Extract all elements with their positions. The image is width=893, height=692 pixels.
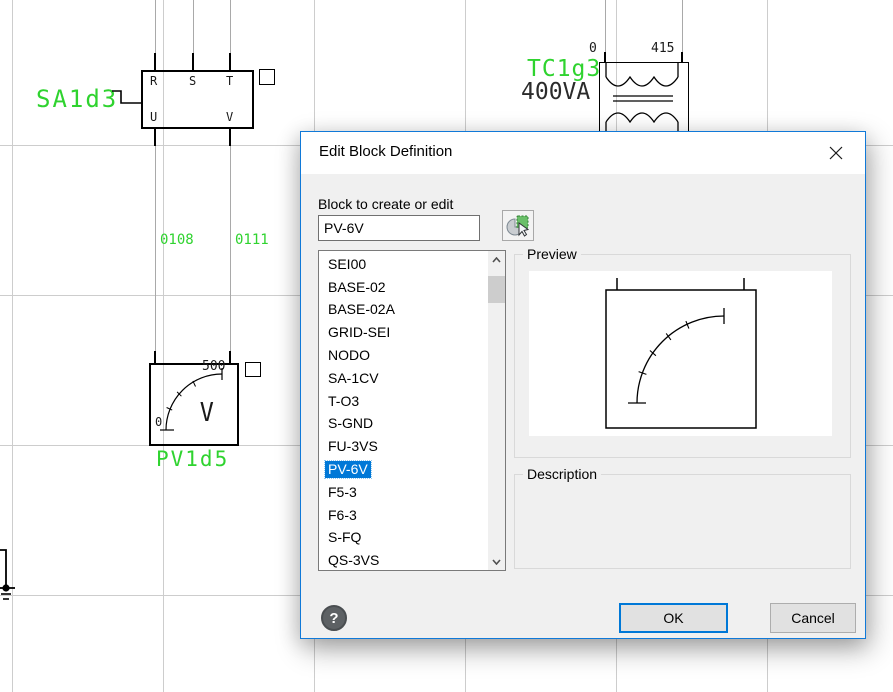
switch-terminal-r: R: [150, 74, 158, 88]
help-button[interactable]: ?: [321, 605, 347, 631]
voltmeter-tag-label[interactable]: PV1d5: [156, 447, 230, 471]
transformer-rating-label: 400VA: [521, 79, 591, 105]
transformer-tap-min: 0: [589, 41, 597, 56]
wire-0111[interactable]: [230, 0, 231, 55]
select-block-icon: [506, 215, 530, 237]
list-item[interactable]: F6-3: [328, 506, 357, 523]
dialog-title: Edit Block Definition: [319, 143, 453, 160]
block-list-items: SEI00 BASE-02 BASE-02A GRID-SEI NODO SA-1CV T-…: [319, 253, 488, 570]
list-item[interactable]: S-FQ: [328, 529, 362, 546]
voltmeter-unit: V: [199, 398, 214, 428]
list-item[interactable]: F5-3: [328, 483, 357, 500]
preview-group-label: Preview: [523, 246, 581, 262]
tag-leader-line: [112, 90, 141, 104]
question-mark-icon: ?: [329, 609, 339, 627]
grid-line: [12, 0, 13, 692]
grid-line: [163, 0, 164, 692]
scrollbar-thumb[interactable]: [488, 276, 505, 303]
voltmeter-symbol[interactable]: [149, 363, 239, 446]
terminal-pin: [681, 52, 683, 62]
switch-terminal-u: U: [150, 110, 158, 124]
switch-terminal-v: V: [226, 110, 234, 124]
wire-transformer-left[interactable]: [605, 0, 606, 54]
wire-transformer-right[interactable]: [682, 0, 683, 54]
scroll-up-button[interactable]: [488, 251, 505, 268]
switch-tag-label[interactable]: SA1d3: [36, 85, 119, 113]
description-group-label: Description: [523, 466, 602, 482]
block-name-input[interactable]: [318, 215, 480, 241]
switch-terminal-s: S: [189, 74, 197, 88]
attribute-marker-square[interactable]: [245, 362, 261, 377]
terminal-pin: [154, 53, 156, 70]
terminal-pin: [229, 53, 231, 70]
ground-symbol: [0, 549, 15, 600]
voltmeter-scale-max: 500: [202, 359, 226, 374]
ok-button[interactable]: OK: [619, 603, 728, 633]
terminal-pin: [229, 129, 231, 146]
list-item[interactable]: S-GND: [328, 415, 374, 432]
list-item[interactable]: BASE-02A: [328, 301, 395, 318]
terminal-pin: [154, 129, 156, 146]
scroll-down-button[interactable]: [488, 553, 505, 570]
list-item[interactable]: GRID-SEI: [328, 324, 391, 341]
terminal-pin: [604, 52, 606, 62]
cancel-button[interactable]: Cancel: [770, 603, 856, 633]
preview-block-drawing: [605, 278, 757, 429]
list-item[interactable]: T-O3: [328, 392, 360, 409]
description-group: Description: [514, 466, 851, 569]
terminal-pin: [229, 351, 231, 364]
wire-0108[interactable]: [155, 145, 156, 352]
switch-symbol[interactable]: [141, 70, 254, 129]
chevron-up-icon: [492, 256, 501, 263]
voltmeter-scale-arc: [160, 368, 223, 431]
switch-terminal-t: T: [226, 74, 234, 88]
terminal-pin: [154, 351, 156, 364]
list-item[interactable]: SEI00: [328, 255, 367, 272]
transformer-tag-label[interactable]: TC1g3: [527, 56, 602, 82]
list-item[interactable]: BASE-02: [328, 278, 386, 295]
list-item[interactable]: QS-3VS: [328, 552, 380, 569]
transformer-windings: [605, 62, 679, 135]
block-preview-image: [529, 271, 832, 436]
wire-number-right[interactable]: 0111: [235, 232, 269, 248]
block-name-label: Block to create or edit: [318, 196, 454, 212]
wire-s[interactable]: [193, 0, 194, 55]
list-item[interactable]: PV-6V: [319, 458, 488, 481]
voltmeter-scale-min: 0: [155, 415, 163, 429]
close-icon: [829, 146, 843, 160]
list-item[interactable]: SA-1CV: [328, 369, 379, 386]
list-item[interactable]: FU-3VS: [328, 438, 378, 455]
wire-0111[interactable]: [230, 145, 231, 352]
transformer-tap-max: 415: [651, 41, 675, 56]
list-item[interactable]: NODO: [328, 347, 370, 364]
close-button[interactable]: [821, 140, 851, 166]
chevron-down-icon: [492, 558, 501, 565]
attribute-marker-square[interactable]: [259, 69, 275, 85]
wire-number-left[interactable]: 0108: [160, 232, 194, 248]
wire-0108[interactable]: [155, 0, 156, 55]
list-scrollbar[interactable]: [488, 251, 505, 570]
block-list[interactable]: SEI00 BASE-02 BASE-02A GRID-SEI NODO SA-1CV T-…: [318, 250, 506, 571]
preview-group: Preview: [514, 246, 851, 458]
terminal-pin: [192, 53, 194, 70]
edit-block-definition-dialog: Edit Block Definition Block to create or…: [300, 131, 866, 639]
pick-block-button[interactable]: [502, 210, 534, 241]
dialog-titlebar[interactable]: Edit Block Definition: [301, 132, 865, 174]
